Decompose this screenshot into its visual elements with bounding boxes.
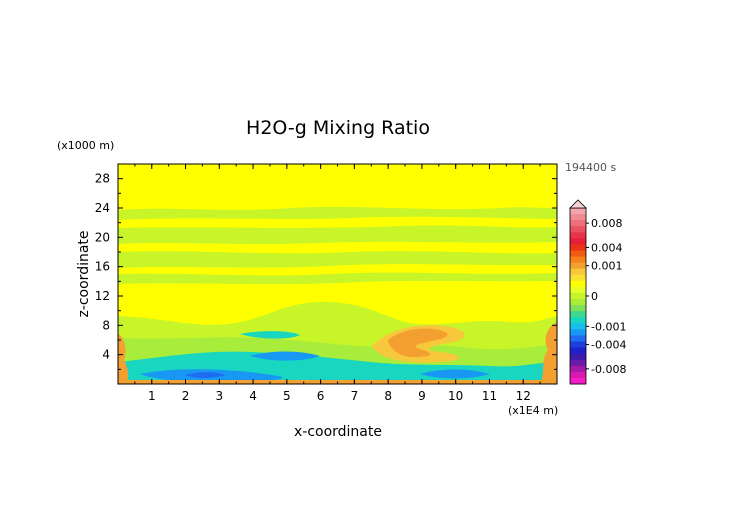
- colorbar-swatch: [570, 305, 586, 312]
- chart-title: H2O-g Mixing Ratio: [246, 117, 430, 139]
- y-unit-label: (x1000 m): [57, 139, 114, 152]
- colorbar-swatch: [570, 365, 586, 373]
- colorbar-label: 0.004: [591, 241, 623, 254]
- colorbar-label: -0.004: [591, 339, 626, 352]
- colorbar-swatch: [570, 377, 586, 385]
- field-blue: [250, 351, 320, 361]
- colorbar-label: 0: [591, 290, 598, 303]
- field-orange-patch: [388, 328, 448, 358]
- field-band: [118, 206, 557, 220]
- y-tick-label: 12: [95, 289, 110, 303]
- colorbar-label: 0.008: [591, 217, 623, 230]
- colorbar-swatch: [570, 256, 586, 264]
- x-axis-label: x-coordinate: [294, 424, 382, 440]
- field-aqua: [240, 331, 300, 339]
- time-label: 194400 s: [565, 161, 616, 174]
- x-tick-label: 12: [516, 389, 531, 403]
- colorbar-swatch: [570, 214, 586, 221]
- colorbar-swatch: [570, 335, 586, 343]
- x-tick-label: 8: [384, 389, 392, 403]
- x-tick-label: 1: [148, 389, 156, 403]
- field-left-edge: [118, 334, 129, 384]
- colorbar-swatch: [570, 250, 586, 258]
- colorbar-swatch: [570, 280, 586, 288]
- x-tick-label: 2: [182, 389, 190, 403]
- colorbar-swatch: [570, 359, 586, 367]
- field-blue: [420, 369, 490, 379]
- colorbar-swatch: [570, 286, 586, 294]
- colorbar-swatch: [570, 226, 586, 233]
- colorbar-swatch: [570, 353, 586, 361]
- colorbar-swatch: [570, 311, 586, 318]
- colorbar-label: 0.001: [591, 260, 623, 273]
- colorbar-swatch: [570, 208, 586, 215]
- colorbar-swatch: [570, 329, 586, 336]
- colorbar-swatch: [570, 299, 586, 306]
- y-tick-label: 24: [95, 201, 110, 215]
- x-tick-label: 9: [418, 389, 426, 403]
- field-band: [118, 251, 557, 268]
- colorbar-swatch: [570, 268, 586, 276]
- colorbar-swatch: [570, 220, 586, 227]
- contour-field: [118, 164, 557, 384]
- x-tick-label: 10: [448, 389, 463, 403]
- x-unit-label: (x1E4 m): [508, 404, 558, 417]
- colorbar-swatch: [570, 232, 586, 239]
- colorbar-label: -0.008: [591, 363, 626, 376]
- colorbar-swatch: [570, 262, 586, 270]
- y-tick-label: 16: [95, 260, 110, 274]
- colorbar: 0.008 0.004 0.001 0 -0.001 -0.004 -0.008: [569, 199, 626, 385]
- colorbar-swatch: [570, 274, 586, 282]
- x-tick-label: 5: [283, 389, 291, 403]
- y-tick-label: 8: [102, 318, 110, 332]
- x-tick-label: 6: [317, 389, 325, 403]
- colorbar-label: -0.001: [591, 320, 626, 333]
- colorbar-swatch: [570, 317, 586, 324]
- field-band: [118, 272, 557, 285]
- colorbar-swatch: [570, 341, 586, 349]
- colorbar-swatch: [570, 292, 586, 300]
- y-tick-label: 4: [102, 348, 110, 362]
- x-tick-label: 11: [482, 389, 497, 403]
- y-axis-label: z-coordinate: [76, 230, 92, 317]
- colorbar-swatch: [570, 347, 586, 355]
- y-tick-label: 20: [95, 230, 110, 244]
- colorbar-swatch: [570, 371, 586, 379]
- x-tick-label: 7: [351, 389, 359, 403]
- colorbar-extend-arrow: [569, 199, 587, 209]
- colorbar-swatch: [570, 244, 586, 251]
- colorbar-swatch: [570, 323, 586, 330]
- field-blue: [185, 372, 225, 378]
- field-right-edge: [540, 322, 557, 384]
- colorbar-swatch: [570, 238, 586, 245]
- x-tick-label: 3: [215, 389, 223, 403]
- y-tick-label: 28: [95, 172, 110, 186]
- field-band: [118, 225, 557, 244]
- x-tick-label: 4: [249, 389, 257, 403]
